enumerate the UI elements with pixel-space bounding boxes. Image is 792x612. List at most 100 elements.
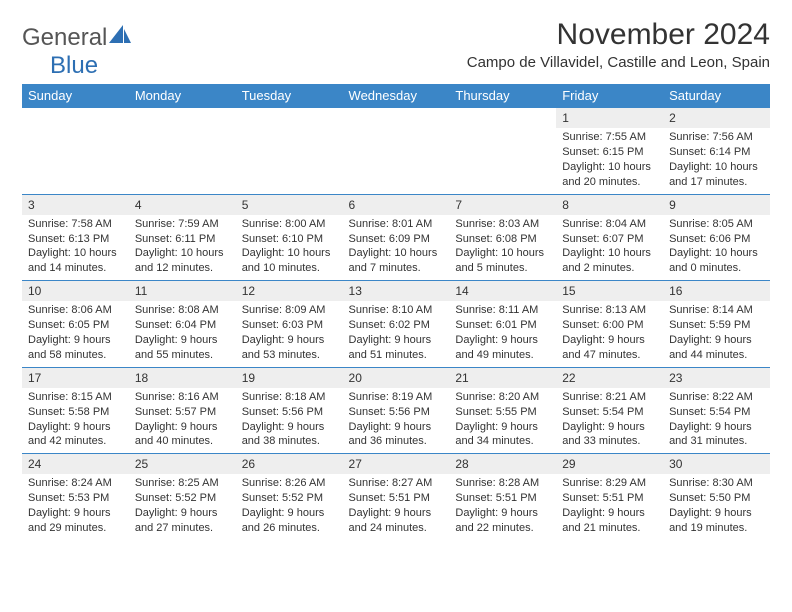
day-number: 6 [343,195,450,215]
sunrise-text: Sunrise: 8:14 AM [669,303,764,318]
calendar-cell: 27Sunrise: 8:27 AMSunset: 5:51 PMDayligh… [343,454,450,540]
cell-body: Sunrise: 8:30 AMSunset: 5:50 PMDaylight:… [663,474,770,539]
calendar-cell: 13Sunrise: 8:10 AMSunset: 6:02 PMDayligh… [343,281,450,368]
day-number: 26 [236,454,343,474]
cell-body: Sunrise: 8:09 AMSunset: 6:03 PMDaylight:… [236,301,343,366]
logo-text-general: General [22,24,107,51]
sunrise-text: Sunrise: 8:20 AM [455,390,550,405]
sunset-text: Sunset: 6:08 PM [455,232,550,247]
dayhdr-mon: Monday [129,84,236,108]
calendar-cell: 23Sunrise: 8:22 AMSunset: 5:54 PMDayligh… [663,367,770,454]
day-number: 7 [449,195,556,215]
sunrise-text: Sunrise: 8:03 AM [455,217,550,232]
calendar-cell: 12Sunrise: 8:09 AMSunset: 6:03 PMDayligh… [236,281,343,368]
dayhdr-tue: Tuesday [236,84,343,108]
day-number: 12 [236,281,343,301]
calendar-cell: 3Sunrise: 7:58 AMSunset: 6:13 PMDaylight… [22,194,129,281]
day-number: 24 [22,454,129,474]
day-number: 5 [236,195,343,215]
daylight-text: Daylight: 9 hours and 36 minutes. [349,420,444,450]
calendar-cell: 1Sunrise: 7:55 AMSunset: 6:15 PMDaylight… [556,108,663,195]
daylight-text: Daylight: 10 hours and 14 minutes. [28,246,123,276]
cell-body: Sunrise: 8:13 AMSunset: 6:00 PMDaylight:… [556,301,663,366]
calendar-cell: 14Sunrise: 8:11 AMSunset: 6:01 PMDayligh… [449,281,556,368]
sunrise-text: Sunrise: 8:04 AM [562,217,657,232]
calendar-cell: 26Sunrise: 8:26 AMSunset: 5:52 PMDayligh… [236,454,343,540]
sunset-text: Sunset: 5:56 PM [242,405,337,420]
sunset-text: Sunset: 5:58 PM [28,405,123,420]
sunrise-text: Sunrise: 8:30 AM [669,476,764,491]
day-number: 13 [343,281,450,301]
calendar-cell: 7Sunrise: 8:03 AMSunset: 6:08 PMDaylight… [449,194,556,281]
cell-body: Sunrise: 8:01 AMSunset: 6:09 PMDaylight:… [343,215,450,280]
cell-body: Sunrise: 8:24 AMSunset: 5:53 PMDaylight:… [22,474,129,539]
daylight-text: Daylight: 9 hours and 38 minutes. [242,420,337,450]
sunrise-text: Sunrise: 8:21 AM [562,390,657,405]
sunrise-text: Sunrise: 8:24 AM [28,476,123,491]
daylight-text: Daylight: 9 hours and 49 minutes. [455,333,550,363]
sunset-text: Sunset: 6:04 PM [135,318,230,333]
daylight-text: Daylight: 9 hours and 58 minutes. [28,333,123,363]
empty-cell [22,108,129,128]
daylight-text: Daylight: 9 hours and 24 minutes. [349,506,444,536]
calendar-week-row: 10Sunrise: 8:06 AMSunset: 6:05 PMDayligh… [22,281,770,368]
sunset-text: Sunset: 6:03 PM [242,318,337,333]
dayhdr-sun: Sunday [22,84,129,108]
sunrise-text: Sunrise: 7:56 AM [669,130,764,145]
daylight-text: Daylight: 10 hours and 7 minutes. [349,246,444,276]
month-title: November 2024 [467,18,770,52]
empty-cell [129,108,236,128]
calendar-cell [22,108,129,195]
header: General Blue November 2024 Campo de Vill… [22,18,770,80]
day-number: 11 [129,281,236,301]
logo-sail-icon [109,25,131,50]
sunrise-text: Sunrise: 8:05 AM [669,217,764,232]
day-number: 15 [556,281,663,301]
cell-body: Sunrise: 8:14 AMSunset: 5:59 PMDaylight:… [663,301,770,366]
calendar-cell: 28Sunrise: 8:28 AMSunset: 5:51 PMDayligh… [449,454,556,540]
calendar-cell [343,108,450,195]
sunset-text: Sunset: 6:05 PM [28,318,123,333]
sunset-text: Sunset: 6:02 PM [349,318,444,333]
location-text: Campo de Villavidel, Castille and Leon, … [467,54,770,71]
daylight-text: Daylight: 10 hours and 0 minutes. [669,246,764,276]
sunset-text: Sunset: 6:01 PM [455,318,550,333]
sunrise-text: Sunrise: 8:18 AM [242,390,337,405]
daylight-text: Daylight: 9 hours and 40 minutes. [135,420,230,450]
day-number: 28 [449,454,556,474]
sunrise-text: Sunrise: 8:08 AM [135,303,230,318]
calendar-week-row: 24Sunrise: 8:24 AMSunset: 5:53 PMDayligh… [22,454,770,540]
calendar-cell: 15Sunrise: 8:13 AMSunset: 6:00 PMDayligh… [556,281,663,368]
day-number: 3 [22,195,129,215]
sunrise-text: Sunrise: 8:01 AM [349,217,444,232]
calendar-cell: 19Sunrise: 8:18 AMSunset: 5:56 PMDayligh… [236,367,343,454]
daylight-text: Daylight: 10 hours and 12 minutes. [135,246,230,276]
day-number: 27 [343,454,450,474]
day-number: 25 [129,454,236,474]
day-number: 9 [663,195,770,215]
sunrise-text: Sunrise: 8:29 AM [562,476,657,491]
calendar-cell: 18Sunrise: 8:16 AMSunset: 5:57 PMDayligh… [129,367,236,454]
cell-body: Sunrise: 7:58 AMSunset: 6:13 PMDaylight:… [22,215,129,280]
cell-body: Sunrise: 8:00 AMSunset: 6:10 PMDaylight:… [236,215,343,280]
calendar-cell: 16Sunrise: 8:14 AMSunset: 5:59 PMDayligh… [663,281,770,368]
daylight-text: Daylight: 10 hours and 10 minutes. [242,246,337,276]
daylight-text: Daylight: 9 hours and 42 minutes. [28,420,123,450]
day-number: 20 [343,368,450,388]
cell-body: Sunrise: 8:19 AMSunset: 5:56 PMDaylight:… [343,388,450,453]
daylight-text: Daylight: 9 hours and 21 minutes. [562,506,657,536]
daylight-text: Daylight: 9 hours and 27 minutes. [135,506,230,536]
cell-body: Sunrise: 7:59 AMSunset: 6:11 PMDaylight:… [129,215,236,280]
calendar-cell: 21Sunrise: 8:20 AMSunset: 5:55 PMDayligh… [449,367,556,454]
sunset-text: Sunset: 5:54 PM [669,405,764,420]
daylight-text: Daylight: 9 hours and 22 minutes. [455,506,550,536]
cell-body: Sunrise: 8:10 AMSunset: 6:02 PMDaylight:… [343,301,450,366]
sunrise-text: Sunrise: 8:16 AM [135,390,230,405]
sunrise-text: Sunrise: 8:19 AM [349,390,444,405]
calendar-cell: 20Sunrise: 8:19 AMSunset: 5:56 PMDayligh… [343,367,450,454]
sunrise-text: Sunrise: 8:11 AM [455,303,550,318]
sunset-text: Sunset: 5:51 PM [455,491,550,506]
day-number: 4 [129,195,236,215]
title-block: November 2024 Campo de Villavidel, Casti… [467,18,770,77]
sunset-text: Sunset: 6:06 PM [669,232,764,247]
